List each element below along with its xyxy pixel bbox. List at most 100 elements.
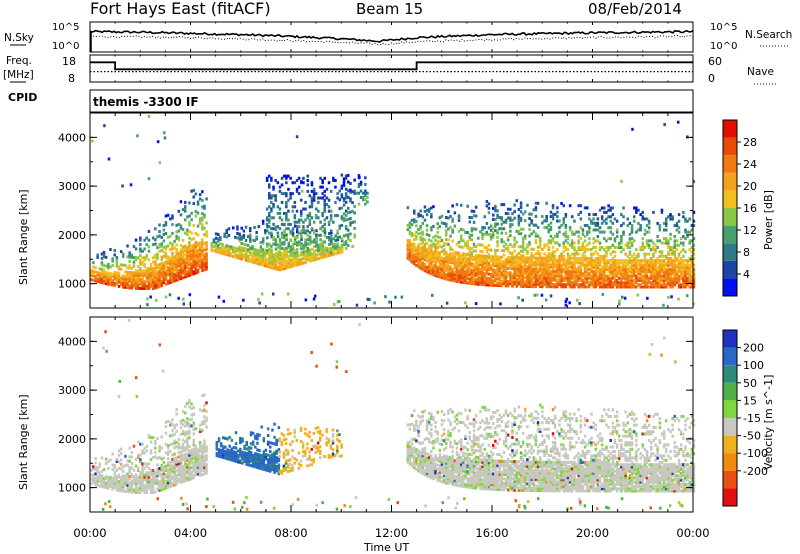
power-cell	[188, 256, 191, 260]
power-cell	[603, 210, 606, 214]
power-cell	[109, 274, 112, 278]
power-cell	[609, 285, 612, 289]
power-cell	[447, 262, 450, 266]
power-cell	[620, 285, 623, 289]
power-cell	[679, 250, 683, 254]
power-cell	[217, 237, 220, 241]
power-cell	[154, 277, 157, 281]
power-cell	[596, 274, 600, 278]
velocity-cell	[177, 470, 181, 474]
power-cell	[586, 224, 589, 227]
power-cell	[253, 261, 256, 265]
velocity-cell	[141, 471, 144, 475]
power-cell	[626, 272, 629, 276]
power-cell	[302, 225, 305, 229]
power-cell	[201, 264, 204, 268]
power-cell	[160, 273, 163, 277]
power-cell	[620, 283, 623, 287]
power-cell	[238, 237, 241, 240]
power-cell	[575, 274, 578, 278]
power-cell	[198, 259, 202, 262]
velocity-cell	[164, 473, 168, 477]
power-cell	[177, 275, 181, 279]
power-cell	[145, 284, 148, 288]
power-cell	[169, 265, 172, 269]
power-cell	[141, 262, 144, 266]
velocity-cell	[154, 440, 157, 443]
power-cell	[115, 260, 119, 264]
power-cell	[615, 259, 619, 263]
power-cell	[434, 254, 437, 258]
velocity-cell	[173, 470, 176, 474]
power-cell	[156, 235, 159, 239]
power-cell	[192, 250, 195, 254]
velocity-cell	[164, 442, 168, 446]
velocity-cell	[126, 472, 129, 476]
power-cell	[283, 236, 286, 239]
power-cell	[534, 214, 538, 218]
power-cell	[168, 293, 172, 297]
power-cell	[460, 269, 463, 273]
power-cell	[257, 262, 261, 266]
power-cell	[605, 261, 608, 265]
power-cell	[321, 192, 324, 196]
velocity-cell	[175, 456, 178, 460]
power-cell	[408, 232, 412, 236]
power-cell	[160, 262, 163, 266]
power-cell	[539, 239, 542, 243]
power-cell	[536, 280, 540, 284]
nave-tick-bottom: 0	[708, 72, 715, 85]
power-cell	[545, 215, 548, 218]
power-cell	[410, 249, 414, 253]
power-cell	[611, 263, 615, 267]
velocity-cell	[100, 474, 104, 478]
power-cell	[536, 263, 540, 267]
power-cell	[656, 261, 659, 265]
power-cell	[532, 271, 536, 275]
power-cell	[579, 278, 583, 282]
power-cell	[472, 277, 476, 281]
power-cell	[667, 250, 670, 254]
power-cell	[272, 187, 275, 191]
power-cell	[188, 249, 191, 253]
velocity-cell	[143, 488, 146, 492]
velocity-cell	[160, 466, 163, 470]
power-cell	[474, 282, 478, 286]
power-cell	[329, 218, 333, 222]
power-cell	[560, 267, 563, 271]
power-cell	[667, 278, 670, 282]
power-cell	[347, 233, 350, 237]
power-cell	[603, 267, 606, 271]
power-cell	[319, 254, 322, 258]
power-cell	[468, 253, 471, 257]
power-cell	[487, 252, 491, 256]
velocity-cell	[126, 485, 129, 489]
power-cell	[442, 261, 446, 265]
velocity-cell	[173, 424, 176, 428]
power-cell	[628, 259, 632, 263]
power-cell	[219, 249, 222, 252]
power-cell	[164, 282, 168, 286]
power-cell	[291, 229, 294, 233]
velocity-cell	[98, 484, 101, 488]
power-cell	[652, 278, 655, 282]
power-cell	[408, 258, 412, 262]
power-cell	[171, 242, 174, 246]
power-cell	[566, 256, 570, 260]
velocity-cell	[122, 487, 125, 491]
velocity-cell	[124, 476, 127, 480]
power-cell	[592, 259, 595, 263]
power-cell	[128, 275, 131, 279]
power-cell	[151, 269, 155, 273]
power-cell	[581, 232, 585, 236]
power-cell	[517, 267, 521, 271]
power-cell	[177, 238, 181, 242]
power-cell	[104, 273, 108, 277]
power-cell	[442, 274, 446, 278]
power-cell	[530, 260, 533, 264]
power-cell	[205, 263, 208, 267]
power-cell	[321, 253, 325, 257]
power-cell	[188, 223, 191, 227]
power-cell	[276, 268, 280, 271]
power-cell	[609, 270, 612, 274]
